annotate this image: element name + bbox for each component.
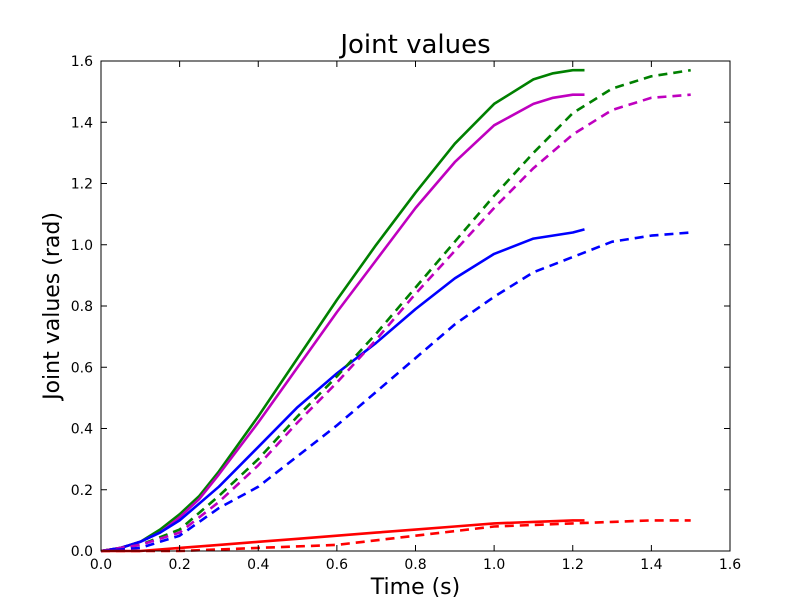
x-tick-label: 0.6: [326, 557, 348, 573]
y-tick-label: 0.6: [71, 360, 93, 376]
x-tick-label: 0.8: [404, 557, 426, 573]
y-axis-label: Joint values (rad): [40, 212, 65, 402]
y-tick-label: 1.6: [71, 54, 93, 70]
series-line-5-dashed: [100, 68, 691, 553]
series-line-1-solid: [100, 68, 585, 553]
y-tick-label: 1.2: [71, 177, 93, 193]
x-tick-label: 0.2: [168, 557, 190, 573]
x-axis-label: Time (s): [370, 575, 460, 600]
chart-title: Joint values: [338, 30, 490, 60]
x-axis-ticks: 0.0 0.2 0.4 0.6 0.8 1.0 1.2 1.4 1.6: [90, 61, 741, 573]
y-axis-ticks: 0.0 0.2 0.4 0.6 0.8 1.0 1.2 1.4 1.6: [71, 54, 730, 560]
y-tick-label: 1.4: [71, 115, 93, 131]
y-tick-label: 0.0: [71, 544, 93, 560]
series-line-6-dashed: [100, 93, 691, 553]
x-tick-label: 1.2: [562, 557, 584, 573]
x-tick-label: 1.0: [483, 557, 505, 573]
x-tick-label: 1.4: [640, 557, 662, 573]
series-layer: [100, 68, 691, 553]
y-tick-label: 0.2: [71, 483, 93, 499]
series-line-8-dashed: [101, 519, 691, 553]
series-line-4-solid: [101, 519, 585, 553]
series-line-3-solid: [100, 228, 585, 553]
series-line-7-dashed: [100, 231, 691, 553]
x-tick-label: 1.6: [719, 557, 741, 573]
x-tick-label: 0.4: [247, 557, 269, 573]
y-tick-label: 0.4: [71, 422, 93, 438]
y-tick-label: 1.0: [71, 238, 93, 254]
x-tick-label: 0.0: [90, 557, 112, 573]
y-tick-label: 0.8: [71, 299, 93, 315]
